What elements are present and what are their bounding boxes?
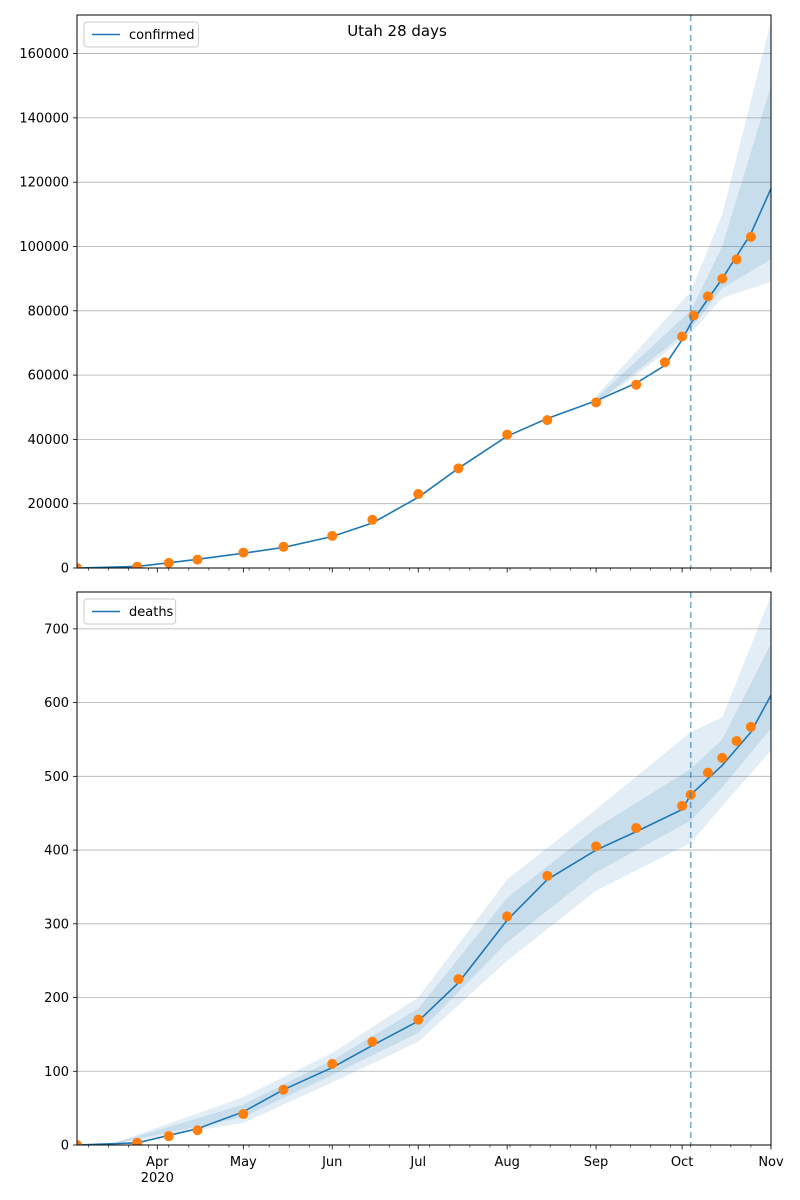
data-point [278,541,289,552]
x-tick-label: May [230,1155,257,1170]
y-tick-label: 160000 [19,47,69,62]
x-year-label: 2020 [141,1171,174,1186]
plot-area [77,21,771,568]
y-tick-label: 40000 [28,433,69,448]
data-point [745,721,756,732]
uncertainty-band [596,21,771,406]
data-point [163,557,174,568]
data-point [192,554,203,565]
x-tick-label: Aug [494,1155,519,1170]
data-point [413,489,424,500]
axes-frame [76,14,772,569]
x-tick-label: Jul [409,1155,426,1170]
y-tick-label: 0 [61,1139,69,1154]
data-point [367,1036,378,1047]
uncertainty-band [596,85,771,404]
data-point [502,429,513,440]
axes-frame [76,591,772,1146]
y-tick-label: 300 [44,917,69,932]
x-tick-label: Sep [584,1155,609,1170]
x-tick-label: Oct [671,1155,693,1170]
data-point [731,735,742,746]
data-point [745,231,756,242]
data-point [238,547,249,558]
data-point [453,974,464,985]
data-point [677,800,688,811]
data-point [677,331,688,342]
data-point [717,273,728,284]
y-tick-label: 100 [44,1065,69,1080]
x-tick-label: Jun [321,1155,342,1170]
y-tick-label: 20000 [28,497,69,512]
data-point [631,379,642,390]
data-point [453,463,464,474]
data-point [542,415,553,426]
data-point [702,291,713,302]
series-line-confirmed [77,188,771,568]
data-point [717,752,728,763]
figure-title: Utah 28 days [347,22,447,40]
y-tick-label: 80000 [28,304,69,319]
data-point [502,911,513,922]
y-tick-label: 200 [44,991,69,1006]
y-tick-label: 700 [44,622,69,637]
data-point [631,822,642,833]
data-point [542,870,553,881]
x-tick-label: Apr [146,1155,169,1170]
data-point [163,1131,174,1142]
y-tick-label: 100000 [19,240,69,255]
data-point [591,397,602,408]
plot-area [77,595,771,1145]
data-point [659,357,670,368]
y-tick-label: 0 [61,562,69,577]
x-tick-label: Nov [758,1155,784,1170]
data-point [192,1125,203,1136]
y-tick-label: 140000 [19,111,69,126]
data-point [132,1137,143,1145]
data-point [77,563,82,568]
y-tick-label: 120000 [19,176,69,191]
data-point [77,1140,82,1145]
data-point [731,254,742,265]
data-point [327,1058,338,1069]
data-point [278,1084,289,1095]
data-point [132,561,143,568]
legend-box [83,598,177,625]
y-tick-label: 600 [44,696,69,711]
data-point [238,1109,249,1120]
legend-box [83,21,199,48]
uncertainty-band [108,643,771,1145]
legend-label: deaths [129,605,174,620]
data-point [413,1014,424,1025]
data-point [327,530,338,541]
confirmed-panel: 0 20000 40000 60000 80000 100000 120000 140000 1… [19,14,772,577]
deaths-panel: 0 100 200 300 400 500 600 700 Apr May Jun Jul Aug Sep… [44,591,784,1186]
y-tick-label: 500 [44,770,69,785]
uncertainty-band [108,595,771,1145]
data-point [367,514,378,525]
data-point [591,841,602,852]
y-tick-label: 400 [44,844,69,859]
data-point [702,767,713,778]
y-tick-label: 60000 [28,369,69,384]
legend-label: confirmed [129,28,195,43]
